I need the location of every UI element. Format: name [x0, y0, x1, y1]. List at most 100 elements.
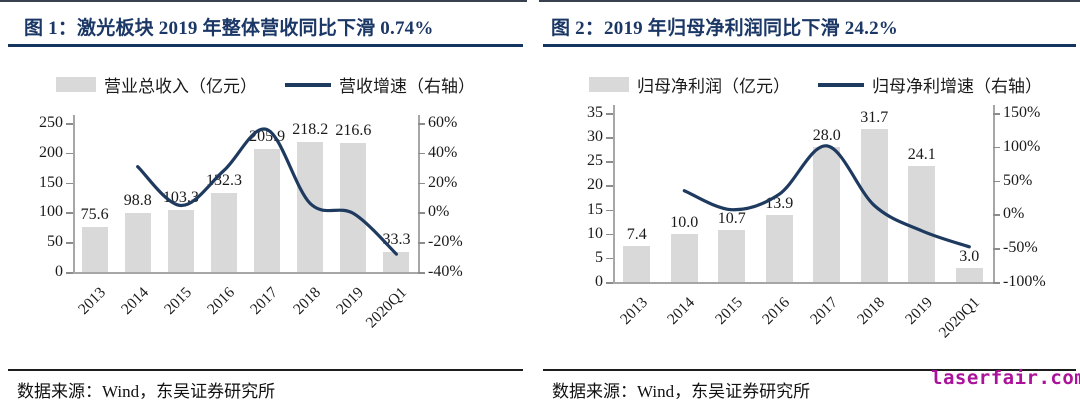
right-axis-tick-label: 20%	[428, 173, 458, 191]
left-axis-tick	[66, 242, 73, 244]
bar-2016	[210, 193, 237, 272]
right-axis-tick-label: -20%	[428, 233, 463, 251]
left-axis-tick-label: 150	[39, 173, 63, 191]
left-axis-tick-label: 25	[587, 152, 603, 170]
x-axis-line	[73, 272, 418, 274]
right-axis-tick	[418, 272, 425, 274]
right-axis-tick	[993, 180, 1000, 183]
left-axis-tick-label: 10	[587, 224, 603, 242]
bar-value-label: 75.6	[80, 205, 109, 223]
right-axis-tick-label: -50%	[1003, 239, 1038, 257]
bar-legend-label: 归母净利润（亿元）	[637, 77, 790, 96]
left-axis-tick	[606, 137, 613, 139]
bar-2017	[254, 149, 281, 272]
right-axis-tick	[993, 113, 1000, 115]
left-axis-line	[73, 115, 75, 272]
bar-2019	[340, 142, 367, 272]
right-axis-tick	[418, 123, 425, 125]
bar-legend-swatch	[56, 77, 96, 92]
bar-2013	[81, 226, 108, 272]
top-rule-left	[0, 0, 527, 2]
figure-2-title: 图 2：2019 年归母净利润同比下滑 24.2%	[551, 18, 899, 39]
line-legend-swatch	[285, 82, 331, 87]
bar-2014	[670, 233, 698, 282]
figure-1-source: 数据来源：Wind，东吴证券研究所	[17, 382, 276, 401]
top-rule-right	[539, 0, 1080, 2]
right-axis-tick	[993, 146, 1000, 149]
bar-value-label: 3.0	[959, 247, 980, 265]
bar-2020Q1	[955, 267, 983, 282]
left-axis-tick	[606, 282, 613, 284]
left-axis-tick-label: 15	[587, 200, 603, 218]
right-axis-tick	[418, 182, 425, 185]
watermark: laserfair.com	[931, 367, 1080, 389]
line-legend-label: 营收增速（右轴）	[339, 77, 475, 96]
right-axis-tick-label: -100%	[1003, 273, 1046, 290]
left-axis-tick-label: 250	[39, 114, 63, 131]
bar-2020Q1	[383, 252, 410, 272]
left-axis-tick	[66, 152, 73, 155]
figure-1-panel: 图 1：激光板块 2019 年整体营收同比下滑 0.74% 营业总收入（亿元） …	[8, 0, 523, 409]
bar-2016	[765, 214, 793, 282]
left-axis-tick-label: 100	[39, 203, 63, 221]
left-axis-tick	[66, 182, 73, 185]
left-axis-tick	[606, 257, 613, 260]
left-axis-tick-label: 35	[587, 104, 603, 121]
bar-2017	[813, 146, 841, 282]
bar-value-label: 103.3	[162, 189, 199, 207]
left-axis-tick-label: 30	[587, 128, 603, 146]
left-axis-tick	[606, 185, 613, 187]
bar-value-label: 10.7	[717, 210, 746, 228]
left-axis-tick	[606, 161, 613, 163]
figure-2-bottom-rule	[543, 369, 1076, 371]
right-axis-tick-label: 40%	[428, 143, 458, 161]
figure-2-source: 数据来源：Wind，东吴证券研究所	[552, 382, 811, 401]
right-axis-tick-label: -40%	[428, 263, 463, 280]
left-axis-tick	[66, 212, 73, 214]
bar-legend-swatch	[589, 77, 629, 92]
bar-value-label: 132.3	[205, 172, 242, 190]
bar-value-label: 28.0	[812, 126, 841, 144]
left-axis-tick-label: 0	[55, 263, 63, 280]
bar-legend-label: 营业总收入（亿元）	[104, 77, 257, 96]
right-axis-tick-label: 0%	[428, 203, 450, 221]
left-axis-tick-label: 50	[47, 233, 63, 251]
left-axis-tick-label: 5	[595, 248, 603, 266]
figure-1-bottom-rule	[8, 369, 523, 371]
bar-2015	[718, 230, 746, 282]
bar-value-label: 7.4	[626, 226, 647, 244]
right-axis-tick	[418, 152, 425, 155]
bar-2015	[167, 210, 194, 272]
bar-value-label: 13.9	[765, 194, 794, 212]
x-axis-line	[613, 282, 993, 284]
figure-2-legend: 归母净利润（亿元） 归母净利增速（右轴）	[543, 72, 1076, 97]
figure-2-panel: 图 2：2019 年归母净利润同比下滑 24.2% 归母净利润（亿元） 归母净利…	[543, 0, 1076, 409]
line-legend-label: 归母净利增速（右轴）	[872, 77, 1042, 96]
right-axis-tick	[993, 214, 1000, 216]
right-axis-tick-label: 150%	[1003, 104, 1041, 121]
bar-2013	[623, 246, 651, 282]
right-axis-tick	[418, 212, 425, 214]
left-axis-tick-label: 0	[595, 273, 603, 290]
left-axis-tick	[606, 209, 613, 212]
line-legend-swatch	[818, 82, 864, 87]
right-axis-tick	[993, 282, 1000, 284]
left-axis-tick	[66, 123, 73, 125]
bar-value-label: 33.3	[382, 231, 411, 249]
figure-1-legend: 营业总收入（亿元） 营收增速（右轴）	[8, 72, 523, 97]
bar-value-label: 216.6	[335, 121, 372, 139]
left-axis-tick-label: 20	[587, 176, 603, 194]
right-axis-line	[993, 105, 995, 282]
left-axis-tick-label: 200	[39, 143, 63, 161]
figure-1-title-rule	[8, 44, 523, 47]
left-axis-tick	[606, 233, 613, 236]
right-axis-line	[418, 115, 420, 272]
figure-1-title: 图 1：激光板块 2019 年整体营收同比下滑 0.74%	[24, 18, 434, 39]
bar-2014	[124, 213, 151, 272]
right-axis-tick-label: 50%	[1003, 171, 1033, 189]
right-axis-tick	[418, 242, 425, 244]
left-axis-line	[613, 105, 615, 282]
bar-2019	[908, 165, 936, 282]
right-axis-tick-label: 60%	[428, 114, 458, 131]
right-axis-tick-label: 0%	[1003, 205, 1025, 223]
